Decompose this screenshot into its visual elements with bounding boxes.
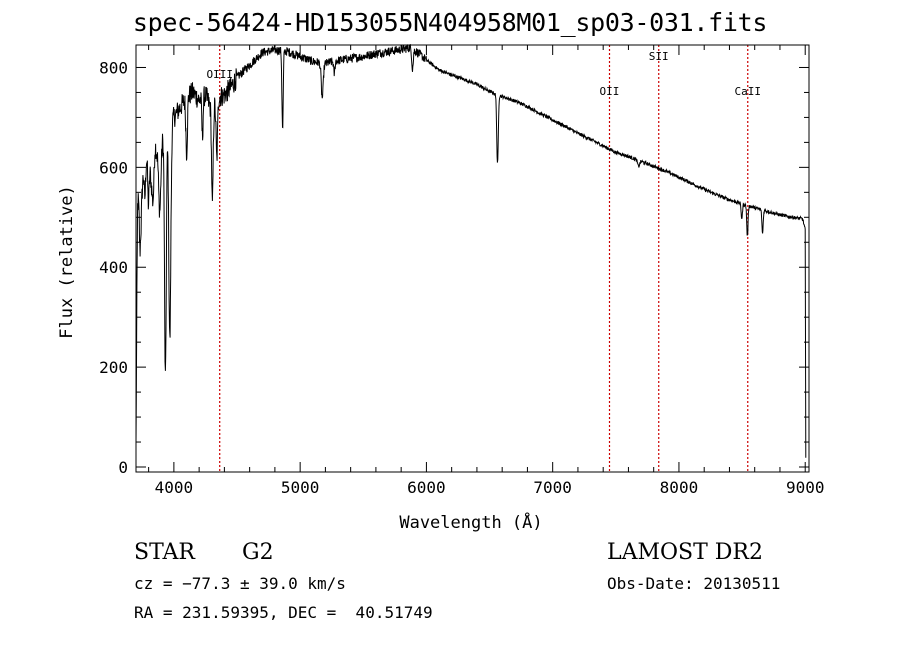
- line-marker-label: OIII: [206, 68, 233, 81]
- x-tick-label: 5000: [281, 478, 320, 497]
- line-marker-label: SII: [649, 50, 669, 63]
- y-tick-label: 200: [99, 358, 128, 377]
- chart-title: spec-56424-HD153055N404958M01_sp03-031.f…: [132, 8, 768, 37]
- y-tick-label: 600: [99, 158, 128, 177]
- y-axis-label: Flux (relative): [57, 185, 77, 339]
- x-tick-label: 4000: [155, 478, 194, 497]
- ra-dec-readout: RA = 231.59395, DEC = 40.51749: [134, 603, 433, 622]
- plot-frame: [135, 44, 810, 473]
- line-marker-label: OII: [600, 85, 620, 98]
- line-marker-label: CaII: [735, 85, 762, 98]
- x-tick-label: 8000: [660, 478, 699, 497]
- x-tick-label: 6000: [407, 478, 446, 497]
- redshift-readout: cz = −77.3 ± 39.0 km/s: [134, 574, 346, 593]
- obs-date: Obs-Date: 20130511: [607, 574, 781, 593]
- x-tick-label: 9000: [786, 478, 825, 497]
- x-tick-label: 7000: [533, 478, 572, 497]
- y-tick-label: 800: [99, 58, 128, 77]
- y-tick-label: 400: [99, 258, 128, 277]
- y-tick-label: 0: [118, 458, 128, 477]
- survey-name: LAMOST DR2: [607, 540, 763, 565]
- x-axis-label: Wavelength (Å): [399, 511, 542, 533]
- object-class: STAR: [134, 540, 195, 565]
- object-subclass: G2: [242, 540, 274, 565]
- plot-area: OIII OII SII CaII 4000 5000 6000 7000 8000 9000 0 2…: [99, 44, 824, 497]
- spectrum-line: [135, 44, 807, 458]
